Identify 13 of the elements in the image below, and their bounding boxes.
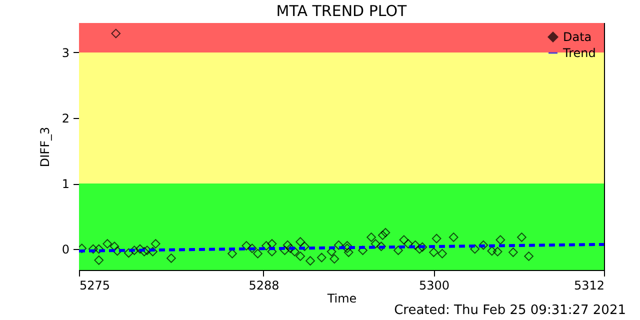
x-tick-label: 5275 [80,278,110,292]
y-tick-label: 0 [62,242,70,257]
y-tick-label: 2 [62,112,70,126]
x-axis-title: Time [326,292,357,306]
y-tick-label: 1 [62,177,70,192]
legend-label: Data [563,30,592,44]
x-tick-label: 5288 [248,278,280,292]
y-tick-label: 3 [62,46,70,60]
text: Created: Thu Feb 25 09:31:27 2021 [394,303,626,318]
x-tick-label: 5300 [418,278,450,292]
x-tick-label: 5312 [574,278,604,292]
y-axis-title: DIFF_3 [38,126,52,168]
chart-title: MTA TREND PLOT [276,2,408,20]
